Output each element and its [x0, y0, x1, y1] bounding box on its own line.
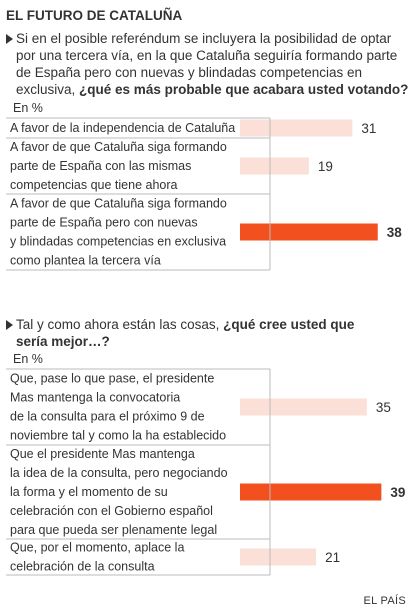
bar [240, 223, 378, 241]
value-label: 21 [325, 550, 340, 565]
value-label: 31 [361, 121, 376, 136]
triangle-marker-icon [6, 34, 13, 44]
question-2-text: Tal y como ahora están las cosas, [16, 317, 220, 332]
question-1: Si en el posible referéndum se incluyera… [6, 30, 409, 100]
category-label: A favor de que Cataluña siga formando par… [10, 197, 227, 268]
bar [240, 483, 382, 501]
bar [240, 548, 317, 566]
value-label: 38 [387, 225, 403, 240]
value-label: 35 [376, 400, 391, 415]
category-label: Que, por el momento, aplace la celebració… [10, 541, 184, 574]
question-2-bold: ¿qué cree usted que sería mejor…? [16, 317, 355, 349]
source-credit: EL PAÍS [363, 595, 406, 607]
value-label: 19 [318, 159, 333, 174]
value-label: 39 [390, 485, 405, 500]
category-label: A favor de la independencia de Cataluña [10, 121, 235, 135]
unit-label-1: En % [13, 101, 43, 115]
question-2: Tal y como ahora están las cosas, ¿qué c… [6, 316, 406, 352]
category-label: A favor de que Cataluña siga formando par… [10, 140, 227, 192]
question-1-text: Si en el posible referéndum se incluyera… [16, 31, 398, 97]
graphic-title: EL FUTURO DE CATALUÑA [6, 8, 183, 23]
bar [240, 157, 309, 175]
category-label: Que, pase lo que pase, el presidente Mas … [10, 372, 226, 443]
triangle-marker-icon [6, 320, 13, 330]
question-1-bold: ¿qué es más probable que acabara usted v… [79, 82, 409, 97]
unit-label-2: En % [13, 352, 43, 366]
category-label: Que el presidente Mas mantenga la idea de… [10, 447, 228, 537]
bar [240, 398, 367, 416]
bar [240, 119, 353, 137]
